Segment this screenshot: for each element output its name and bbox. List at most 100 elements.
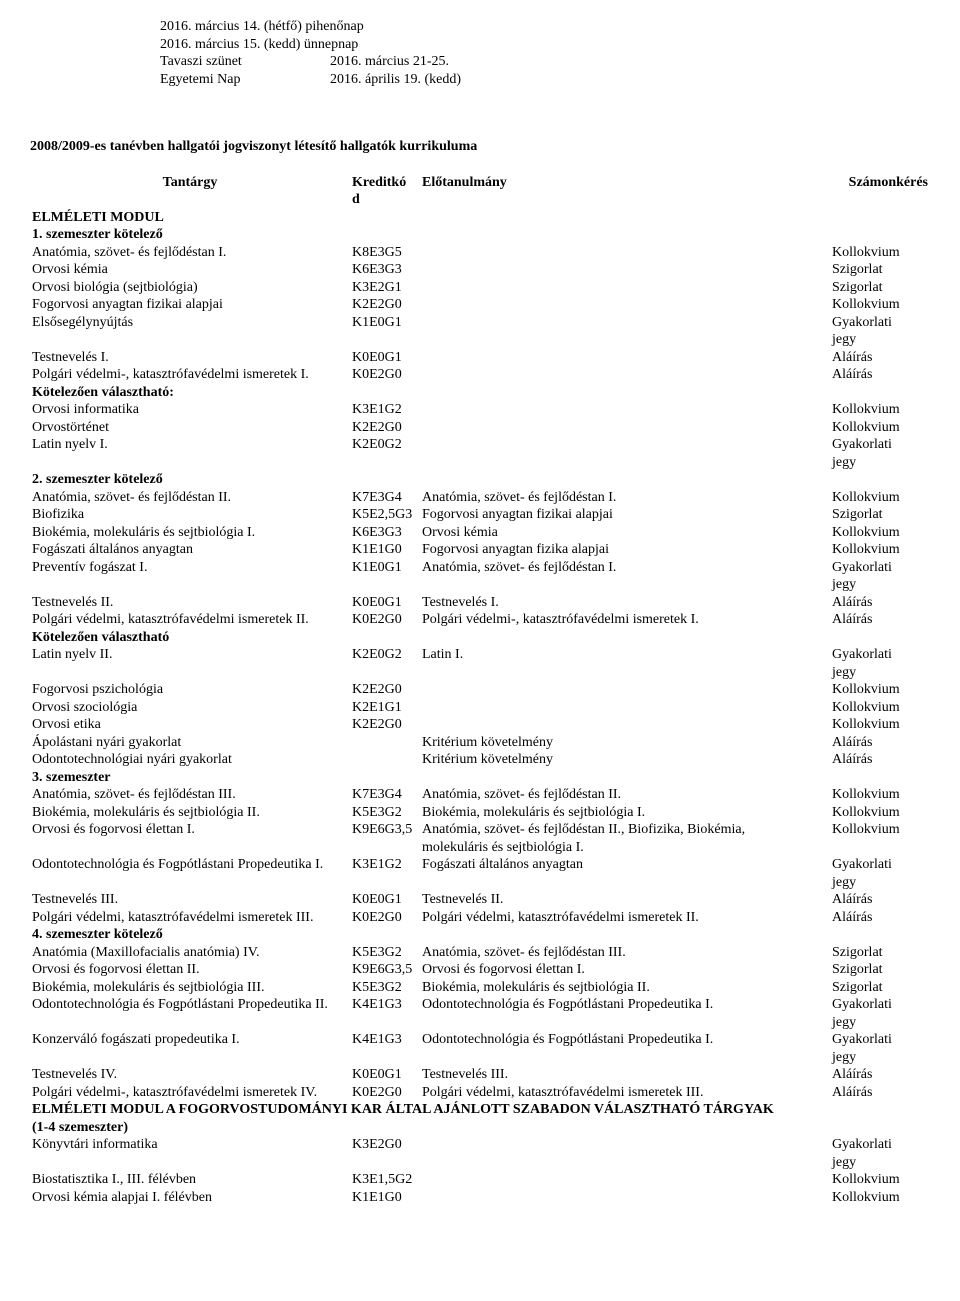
credit-cell [350, 576, 420, 594]
credit-cell: K1E1G0 [350, 1189, 420, 1207]
credit-cell: K5E3G2 [350, 944, 420, 962]
assess-cell: Kollokvium [830, 244, 930, 262]
assess-cell: Szigorlat [830, 961, 930, 979]
assess-cell: jegy [830, 1154, 930, 1172]
credit-cell [350, 751, 420, 769]
section-cell: 2. szemeszter kötelező [30, 471, 930, 489]
prereq-cell [420, 436, 830, 454]
date-value: 2016. március 21-25. [330, 53, 449, 71]
credit-cell [350, 331, 420, 349]
assess-cell: Aláírás [830, 751, 930, 769]
credit-cell: K3E2G1 [350, 279, 420, 297]
assess-cell: jegy [830, 1014, 930, 1032]
credit-cell: K3E2G0 [350, 1136, 420, 1154]
assess-cell: Kollokvium [830, 1189, 930, 1207]
assess-cell: jegy [830, 664, 930, 682]
credit-cell [350, 1049, 420, 1067]
credit-cell: K2E1G1 [350, 699, 420, 717]
assess-cell: Szigorlat [830, 261, 930, 279]
subject-cell: Polgári védelmi, katasztrófavédelmi isme… [30, 611, 350, 629]
assess-cell [830, 839, 930, 857]
prereq-cell: Anatómia, szövet- és fejlődéstan II., Bi… [420, 821, 830, 839]
section-cell: 4. szemeszter kötelező [30, 926, 930, 944]
date-row: 2016. március 14. (hétfő) pihenőnap [160, 18, 930, 36]
prereq-cell: Latin I. [420, 646, 830, 664]
prereq-cell: Polgári védelmi, katasztrófavédelmi isme… [420, 1084, 830, 1102]
credit-cell [350, 874, 420, 892]
subject-cell: Orvosi és fogorvosi élettan I. [30, 821, 350, 839]
header-row: TantárgyKreditkóElőtanulmánySzámonkérés [30, 174, 930, 192]
prereq-cell: Anatómia, szövet- és fejlődéstan I. [420, 489, 830, 507]
credit-cell: K0E0G1 [350, 1066, 420, 1084]
table-row: Fogorvosi anyagtan fizikai alapjaiK2E2G0… [30, 296, 930, 314]
assess-cell: Szigorlat [830, 279, 930, 297]
credit-cell: K4E1G3 [350, 996, 420, 1014]
subject-cell: Anatómia, szövet- és fejlődéstan I. [30, 244, 350, 262]
credit-cell [350, 1014, 420, 1032]
subject-cell: Odontotechnológia és Fogpótlástani Prope… [30, 856, 350, 874]
table-row: Fogorvosi pszichológiaK2E2G0Kollokvium [30, 681, 930, 699]
assess-cell: Szigorlat [830, 944, 930, 962]
header-credit-2: d [350, 191, 420, 209]
assess-cell: Kollokvium [830, 699, 930, 717]
subject-cell: Anatómia (Maxillofacialis anatómia) IV. [30, 944, 350, 962]
subject-cell: Latin nyelv I. [30, 436, 350, 454]
subject-cell [30, 874, 350, 892]
header-prereq: Előtanulmány [420, 174, 830, 192]
table-row: Biokémia, molekuláris és sejtbiológia II… [30, 979, 930, 997]
prereq-cell [420, 681, 830, 699]
subject-cell: Fogorvosi pszichológia [30, 681, 350, 699]
credit-cell: K0E0G1 [350, 594, 420, 612]
table-row: Biokémia, molekuláris és sejtbiológia II… [30, 804, 930, 822]
prereq-cell [420, 874, 830, 892]
table-row: Polgári védelmi-, katasztrófavédelmi ism… [30, 1084, 930, 1102]
prereq-cell [420, 419, 830, 437]
table-row: Polgári védelmi, katasztrófavédelmi isme… [30, 611, 930, 629]
table-row: Orvosi kémiaK6E3G3Szigorlat [30, 261, 930, 279]
section-row: (1-4 szemeszter) [30, 1119, 930, 1137]
table-row: Orvosi biológia (sejtbiológia)K3E2G1Szig… [30, 279, 930, 297]
assess-cell: Szigorlat [830, 506, 930, 524]
table-row: Anatómia, szövet- és fejlődéstan II.K7E3… [30, 489, 930, 507]
table-row: Orvosi és fogorvosi élettan I.K9E6G3,5An… [30, 821, 930, 839]
credit-cell: K0E2G0 [350, 1084, 420, 1102]
table-row: jegy [30, 1049, 930, 1067]
prereq-cell [420, 1136, 830, 1154]
prereq-cell: Anatómia, szövet- és fejlődéstan I. [420, 559, 830, 577]
prereq-cell: Fogorvosi anyagtan fizikai alapjai [420, 506, 830, 524]
assess-cell: Kollokvium [830, 786, 930, 804]
prereq-cell [420, 244, 830, 262]
prereq-cell: Biokémia, molekuláris és sejtbiológia I. [420, 804, 830, 822]
table-row: jegy [30, 454, 930, 472]
prereq-cell: Fogorvosi anyagtan fizika alapjai [420, 541, 830, 559]
prereq-cell: Polgári védelmi, katasztrófavédelmi isme… [420, 909, 830, 927]
prereq-cell: Odontotechnológia és Fogpótlástani Prope… [420, 996, 830, 1014]
assess-cell: Aláírás [830, 594, 930, 612]
credit-cell: K7E3G4 [350, 489, 420, 507]
credit-cell: K3E1,5G2 [350, 1171, 420, 1189]
subject-cell: Testnevelés I. [30, 349, 350, 367]
subject-cell: Könyvtári informatika [30, 1136, 350, 1154]
section-cell: 3. szemeszter [30, 769, 930, 787]
prereq-cell: Odontotechnológia és Fogpótlástani Prope… [420, 1031, 830, 1049]
assess-cell: Gyakorlati [830, 646, 930, 664]
credit-cell: K2E2G0 [350, 296, 420, 314]
empty-cell [830, 191, 930, 209]
assess-cell: Kollokvium [830, 681, 930, 699]
assess-cell: Aláírás [830, 366, 930, 384]
date-value: 2016. április 19. (kedd) [330, 71, 461, 89]
subject-cell: Polgári védelmi-, katasztrófavédelmi ism… [30, 366, 350, 384]
table-row: molekuláris és sejtbiológia I. [30, 839, 930, 857]
table-row: Odontotechnológia és Fogpótlástani Prope… [30, 996, 930, 1014]
subject-cell: Fogászati általános anyagtan [30, 541, 350, 559]
main-heading: 2008/2009-es tanévben hallgatói jogviszo… [30, 138, 930, 156]
subject-cell: Biofizika [30, 506, 350, 524]
table-row: Könyvtári informatikaK3E2G0Gyakorlati [30, 1136, 930, 1154]
date-label: Egyetemi Nap [160, 71, 330, 89]
prereq-cell [420, 331, 830, 349]
subject-cell: Orvosi szociológia [30, 699, 350, 717]
section-cell: 1. szemeszter kötelező [30, 226, 930, 244]
table-row: Testnevelés IV.K0E0G1Testnevelés III.Alá… [30, 1066, 930, 1084]
prereq-cell: Kritérium követelmény [420, 734, 830, 752]
credit-cell: K2E2G0 [350, 716, 420, 734]
